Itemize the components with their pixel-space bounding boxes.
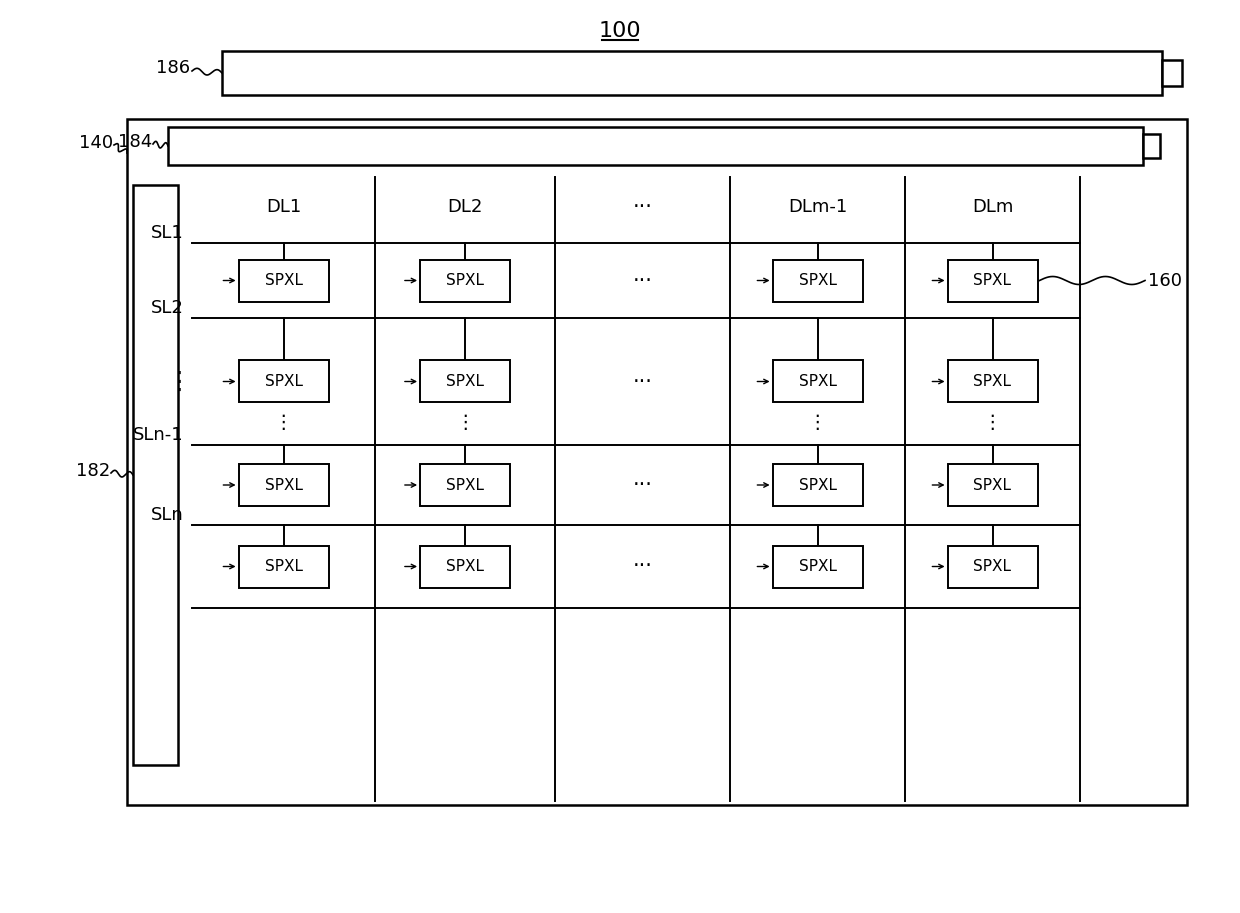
Text: ···: ··· xyxy=(632,372,652,392)
Bar xyxy=(238,464,329,506)
Text: ⋮: ⋮ xyxy=(807,413,827,432)
Bar xyxy=(773,361,863,403)
Text: SPXL: SPXL xyxy=(264,374,303,389)
Bar xyxy=(773,545,863,587)
Bar xyxy=(238,545,329,587)
Text: SPXL: SPXL xyxy=(264,273,303,288)
Bar xyxy=(167,127,1143,165)
Bar xyxy=(947,545,1038,587)
Text: DL2: DL2 xyxy=(448,198,482,216)
Text: ⋮: ⋮ xyxy=(983,413,1002,432)
Bar xyxy=(238,259,329,301)
Text: SPXL: SPXL xyxy=(973,559,1012,574)
Text: ···: ··· xyxy=(632,557,652,576)
Text: 100: 100 xyxy=(599,21,641,41)
Text: SPXL: SPXL xyxy=(446,559,484,574)
Bar xyxy=(947,464,1038,506)
Text: SPXL: SPXL xyxy=(264,559,303,574)
Text: ···: ··· xyxy=(632,197,652,217)
Text: ···: ··· xyxy=(632,475,652,495)
Text: ···: ··· xyxy=(632,270,652,290)
Text: ⋮: ⋮ xyxy=(455,413,475,432)
Text: DLm: DLm xyxy=(972,198,1013,216)
Text: 140: 140 xyxy=(79,134,113,152)
Bar xyxy=(126,119,1187,805)
Bar xyxy=(947,259,1038,301)
Text: ⋮: ⋮ xyxy=(274,413,293,432)
Bar xyxy=(238,361,329,403)
Text: DLm-1: DLm-1 xyxy=(787,198,847,216)
Bar xyxy=(1143,134,1159,158)
Text: SPXL: SPXL xyxy=(799,374,837,389)
Bar xyxy=(420,464,510,506)
Text: DL1: DL1 xyxy=(265,198,301,216)
Text: SPXL: SPXL xyxy=(446,477,484,492)
Text: ⋮: ⋮ xyxy=(166,370,191,394)
Text: SPXL: SPXL xyxy=(973,273,1012,288)
Text: SL1: SL1 xyxy=(151,224,184,242)
Text: SPXL: SPXL xyxy=(799,273,837,288)
Text: SPXL: SPXL xyxy=(799,559,837,574)
Text: SLn-1: SLn-1 xyxy=(134,426,184,444)
Text: SPXL: SPXL xyxy=(799,477,837,492)
Bar xyxy=(773,464,863,506)
Bar xyxy=(1162,60,1182,86)
Bar xyxy=(947,361,1038,403)
Bar xyxy=(420,259,510,301)
Bar xyxy=(773,259,863,301)
Text: 184: 184 xyxy=(118,133,153,151)
Text: SLn: SLn xyxy=(151,506,184,524)
Bar xyxy=(222,51,1162,95)
Text: SPXL: SPXL xyxy=(973,477,1012,492)
Text: SPXL: SPXL xyxy=(264,477,303,492)
Text: 160: 160 xyxy=(1148,271,1182,289)
Bar xyxy=(420,361,510,403)
Text: SPXL: SPXL xyxy=(446,273,484,288)
Text: SPXL: SPXL xyxy=(446,374,484,389)
Bar xyxy=(133,185,179,765)
Bar xyxy=(420,545,510,587)
Text: SL2: SL2 xyxy=(151,299,184,317)
Text: 182: 182 xyxy=(76,462,110,480)
Text: SPXL: SPXL xyxy=(973,374,1012,389)
Text: 186: 186 xyxy=(156,59,190,77)
